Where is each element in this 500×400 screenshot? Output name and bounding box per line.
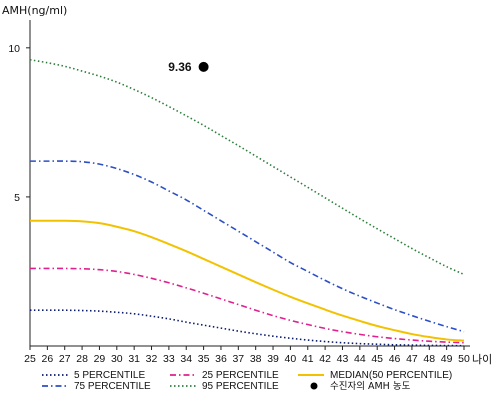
x-tick-label: 47 bbox=[406, 353, 418, 365]
x-tick-label: 34 bbox=[180, 353, 192, 365]
x-tick-label: 36 bbox=[215, 353, 227, 365]
legend-label: MEDIAN(50 PERCENTILE) bbox=[330, 370, 452, 381]
y-ticks: 5 10 bbox=[8, 43, 30, 204]
x-tick-label: 44 bbox=[354, 353, 366, 365]
x-tick-label: 29 bbox=[94, 353, 106, 365]
patient-amh-point bbox=[198, 61, 209, 72]
y-tick-label: 5 bbox=[14, 192, 20, 204]
x-tick-label: 35 bbox=[198, 353, 210, 365]
series-lines bbox=[29, 58, 465, 347]
x-tick-label: 38 bbox=[250, 353, 262, 365]
highlight-points: 9.36 bbox=[168, 60, 209, 74]
x-tick-label: 49 bbox=[441, 353, 453, 365]
axes bbox=[29, 20, 470, 347]
x-tick-label: 32 bbox=[146, 353, 158, 365]
x-tick-label: 41 bbox=[302, 353, 314, 365]
x-axis-label: 나이 bbox=[472, 353, 492, 366]
x-tick-label: 39 bbox=[267, 353, 279, 365]
x-tick-label: 27 bbox=[59, 353, 71, 365]
x-ticks: 25 26 27 28 29 30 31 32 33 34 35 36 37 38 39 40 41 42 43 44… bbox=[24, 346, 470, 365]
x-tick-label: 43 bbox=[337, 353, 349, 365]
legend-label: 수진자의 AMH 농도 bbox=[330, 381, 411, 392]
x-tick-label: 37 bbox=[232, 353, 244, 365]
x-tick-label: 26 bbox=[42, 353, 54, 365]
y-axis-label: AMH(ng/ml) bbox=[2, 4, 67, 17]
patient-amh-value-label: 9.36 bbox=[168, 60, 192, 74]
x-tick-label: 25 bbox=[24, 353, 36, 365]
series-line-5-percentile bbox=[30, 309, 465, 347]
legend: 5 PERCENTILE 25 PERCENTILE MEDIAN(50 PERCE… bbox=[42, 370, 452, 392]
legend-swatch-point bbox=[310, 382, 318, 390]
x-tick-label: 33 bbox=[163, 353, 175, 365]
series-line-25-percentile bbox=[30, 267, 465, 344]
x-tick-label: 50 bbox=[458, 353, 470, 365]
x-tick-label: 31 bbox=[128, 353, 140, 365]
y-tick-label: 10 bbox=[8, 43, 20, 55]
legend-label: 25 PERCENTILE bbox=[202, 370, 279, 381]
x-tick-label: 42 bbox=[319, 353, 331, 365]
x-tick-label: 30 bbox=[111, 353, 123, 365]
series-line-75-percentile bbox=[30, 160, 465, 333]
legend-label: 5 PERCENTILE bbox=[74, 370, 145, 381]
x-tick-label: 45 bbox=[371, 353, 383, 365]
legend-label: 75 PERCENTILE bbox=[74, 381, 151, 392]
x-tick-label: 48 bbox=[423, 353, 435, 365]
x-tick-label: 40 bbox=[285, 353, 297, 365]
x-tick-label: 46 bbox=[389, 353, 401, 365]
series-line-median-50-percentile bbox=[30, 219, 465, 342]
legend-label: 95 PERCENTILE bbox=[202, 381, 279, 392]
x-tick-label: 28 bbox=[76, 353, 88, 365]
series-line-95-percentile bbox=[29, 58, 465, 276]
